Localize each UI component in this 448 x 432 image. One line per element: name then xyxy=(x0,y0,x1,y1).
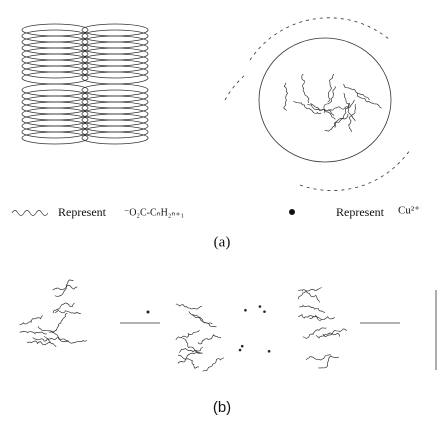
alkyl-chain xyxy=(176,330,200,340)
alkyl-chain xyxy=(306,355,331,360)
alkyl-chain xyxy=(53,285,77,290)
cu-ion xyxy=(263,310,266,313)
panel-label: (b) xyxy=(213,399,231,416)
outer-arc xyxy=(225,75,245,100)
figure: Represent ⁻O₂C-CₙH₂ₙ₊₁ Represent Cu²⁺ (a… xyxy=(0,0,448,432)
panel-label: (a) xyxy=(214,234,231,250)
alkyl-chain xyxy=(176,304,202,309)
legend-meaning: ⁻O₂C-CₙH₂ₙ₊₁ xyxy=(124,207,184,218)
alkyl-chain xyxy=(298,315,321,321)
alkyl-chain xyxy=(49,313,67,332)
alkyl-chain xyxy=(55,310,81,313)
lamellar-stacks xyxy=(22,24,148,144)
alkyl-chain xyxy=(284,83,288,111)
cu-ion xyxy=(147,311,150,314)
micelle xyxy=(225,18,410,191)
alkyl-chain xyxy=(192,316,216,327)
alkyl-chain xyxy=(309,317,334,320)
alkyl-chain xyxy=(198,335,221,344)
cu-symbol xyxy=(289,209,295,215)
outer-arc xyxy=(300,150,410,191)
cu-ion xyxy=(239,349,242,352)
legend-label: Represent xyxy=(58,205,107,219)
alkyl-chain xyxy=(20,331,47,334)
alkyl-chain xyxy=(329,100,355,110)
alkyl-chain xyxy=(179,347,203,353)
alkyl-chain xyxy=(298,290,320,303)
alkyl-chain xyxy=(53,303,75,313)
cu-ion xyxy=(268,350,271,353)
alkyl-chain xyxy=(356,92,382,108)
alkyl-chain xyxy=(303,328,327,339)
alkyl-chain xyxy=(318,356,339,368)
legend-label: Represent xyxy=(336,205,385,219)
cu-ion xyxy=(244,309,247,312)
cu-ion xyxy=(241,345,244,348)
alkyl-chain xyxy=(178,353,202,364)
alkyl-chain xyxy=(298,287,322,299)
alkyl-chain xyxy=(203,358,224,371)
chain-symbol xyxy=(12,211,48,216)
micelle-outline xyxy=(259,38,391,162)
coordination-scheme xyxy=(20,280,436,371)
alkyl-chain xyxy=(38,326,61,340)
alkyl-chain xyxy=(349,104,356,132)
alkyl-chain xyxy=(335,103,350,128)
cu-ion xyxy=(259,305,262,308)
legend: Represent ⁻O₂C-CₙH₂ₙ₊₁ Represent Cu²⁺ xyxy=(12,205,420,219)
alkyl-chain xyxy=(323,329,347,337)
alkyl-chain xyxy=(20,315,43,324)
alkyl-chain xyxy=(60,340,87,343)
legend-meaning: Cu²⁺ xyxy=(398,205,420,217)
alkyl-chain xyxy=(27,341,51,345)
alkyl-chain xyxy=(299,305,325,312)
alkyl-chain xyxy=(311,103,336,119)
alkyl-chain xyxy=(302,74,309,103)
alkyl-chain xyxy=(44,336,69,341)
